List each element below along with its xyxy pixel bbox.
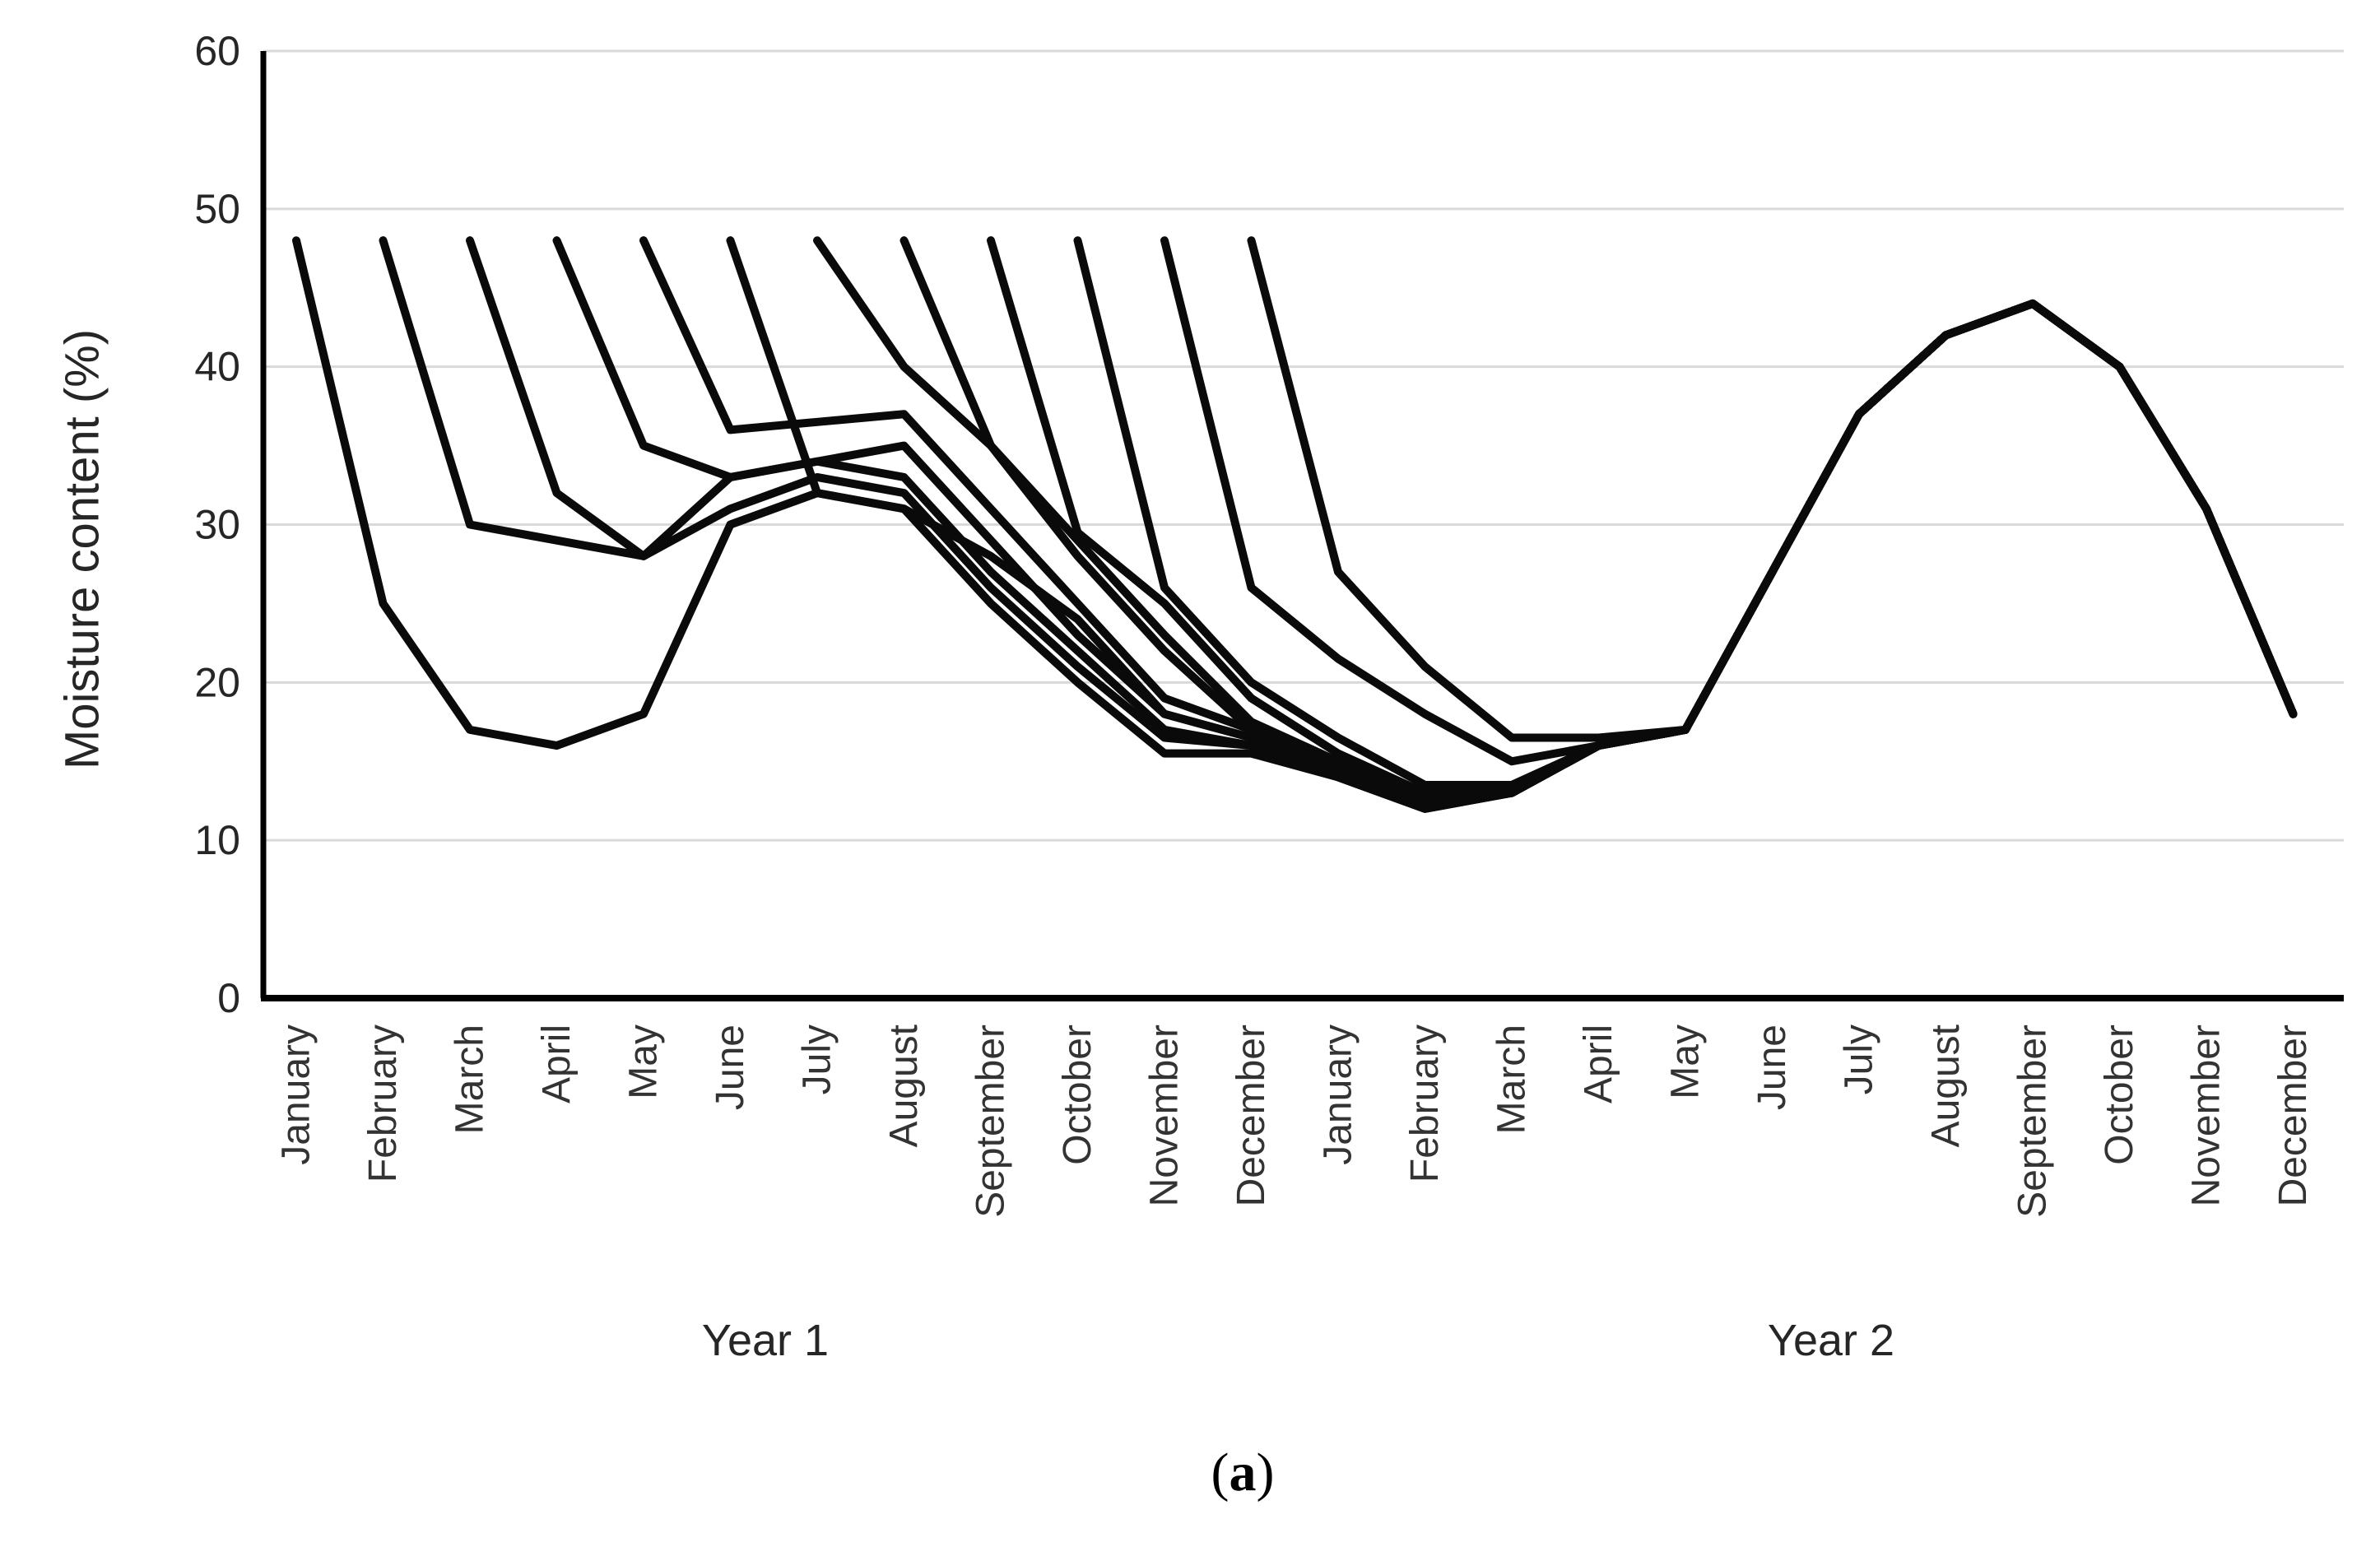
x-tick-label-december-y2: December <box>2271 1024 2315 1206</box>
caption-paren-close: ) <box>1256 1442 1275 1503</box>
caption-paren-open: ( <box>1211 1442 1230 1503</box>
x-tick-label-october-y1: October <box>1056 1024 1099 1165</box>
x-tick-label-august-y1: August <box>882 1024 926 1147</box>
x-tick-label-october-y2: October <box>2098 1024 2141 1165</box>
y-tick-label-0: 0 <box>217 975 240 1021</box>
x-tick-label-july-y1: July <box>796 1024 839 1094</box>
x-tick-label-may-y1: May <box>622 1024 666 1099</box>
x-tick-label-december-y1: December <box>1230 1024 1273 1206</box>
x-axis-group-label-year-1: Year 1 <box>701 1316 830 1365</box>
y-tick-label-10: 10 <box>194 817 240 863</box>
caption-letter: a <box>1229 1442 1257 1503</box>
x-tick-label-february-y1: February <box>361 1024 405 1182</box>
x-tick-label-march-y2: March <box>1490 1024 1534 1134</box>
y-axis-title: Moisture content (%) <box>55 328 109 770</box>
x-tick-label-may-y2: May <box>1664 1024 1708 1099</box>
y-tick-label-60: 60 <box>194 28 240 74</box>
series-line-felled-july-year-1 <box>813 236 2298 806</box>
figure-caption: (a) <box>1078 1442 1407 1504</box>
y-tick-label-40: 40 <box>194 344 240 390</box>
x-tick-label-april-y2: April <box>1577 1024 1620 1103</box>
y-tick-label-20: 20 <box>194 659 240 705</box>
x-tick-label-march-y1: March <box>449 1024 492 1134</box>
x-tick-label-january-y2: January <box>1317 1024 1360 1165</box>
y-tick-label-30: 30 <box>194 502 240 548</box>
x-tick-label-september-y2: September <box>2011 1024 2055 1218</box>
x-tick-label-january-y1: January <box>275 1024 318 1165</box>
x-tick-label-april-y1: April <box>535 1024 579 1103</box>
x-axis-group-label-year-2: Year 2 <box>1767 1316 1895 1365</box>
x-tick-label-june-y2: June <box>1750 1024 1794 1110</box>
x-tick-label-november-y1: November <box>1143 1024 1187 1206</box>
x-tick-label-september-y1: September <box>969 1024 1013 1218</box>
x-tick-label-june-y1: June <box>709 1024 752 1110</box>
x-tick-label-july-y2: July <box>1838 1024 1881 1094</box>
y-tick-label-50: 50 <box>194 186 240 232</box>
x-tick-label-august-y2: August <box>1924 1024 1968 1147</box>
series-line-felled-december-year-1 <box>1247 236 2298 742</box>
x-tick-label-february-y2: February <box>1403 1024 1447 1182</box>
series-line-felled-may-year-1 <box>639 236 2298 806</box>
x-tick-label-november-y2: November <box>2185 1024 2229 1206</box>
